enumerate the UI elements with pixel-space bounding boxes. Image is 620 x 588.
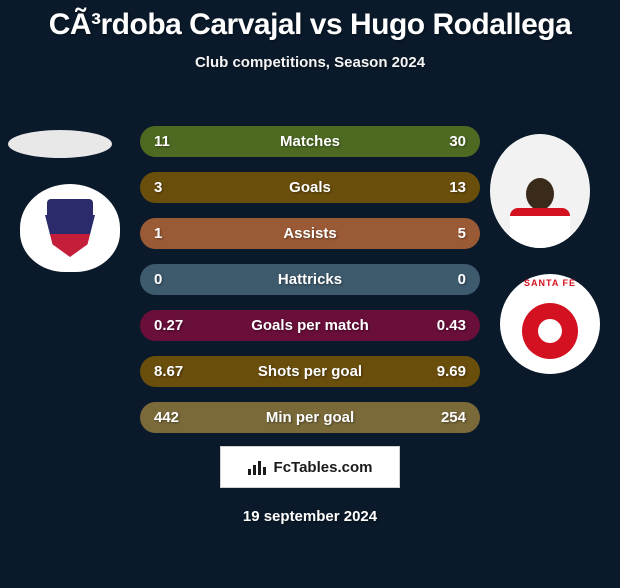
stat-left-value: 0 [154,271,162,288]
stat-right-value: 9.69 [437,363,466,380]
stat-label: Goals per match [251,317,369,334]
stat-right-value: 254 [441,409,466,426]
stat-label: Hattricks [278,271,342,288]
stat-label: Assists [283,225,336,242]
stat-left-value: 8.67 [154,363,183,380]
stat-row: 8.67 Shots per goal 9.69 [140,356,480,387]
stat-left-value: 442 [154,409,179,426]
stat-row: 11 Matches 30 [140,126,480,157]
footer-date: 19 september 2024 [243,508,377,525]
stat-right-value: 13 [449,179,466,196]
stat-right-value: 0.43 [437,317,466,334]
page-title: CÃ³rdoba Carvajal vs Hugo Rodallega [0,8,620,42]
stat-label: Shots per goal [258,363,362,380]
stats-list: 11Matches303Goals131Assists50Hattricks00… [0,126,620,433]
stat-row: 3 Goals 13 [140,172,480,203]
stat-right-value: 30 [449,133,466,150]
comparison-card: CÃ³rdoba Carvajal vs Hugo Rodallega Club… [0,8,620,588]
stat-left-value: 11 [154,133,170,150]
stat-label: Min per goal [266,409,354,426]
stat-right-value: 5 [458,225,466,242]
brand-link[interactable]: FcTables.com [220,446,400,488]
stat-row: 1 Assists 5 [140,218,480,249]
stat-label: Goals [289,179,331,196]
stat-left-value: 0.27 [154,317,183,334]
stat-left-value: 1 [154,225,162,242]
stat-row: 0 Hattricks 0 [140,264,480,295]
stat-left-value: 3 [154,179,162,196]
subtitle: Club competitions, Season 2024 [0,54,620,71]
stat-label: Matches [280,133,340,150]
stat-row: 442 Min per goal 254 [140,402,480,433]
brand-text: FcTables.com [274,459,373,476]
stat-right-value: 0 [458,271,466,288]
fctables-logo-icon [248,459,268,475]
stat-row: 0.27 Goals per match 0.43 [140,310,480,341]
